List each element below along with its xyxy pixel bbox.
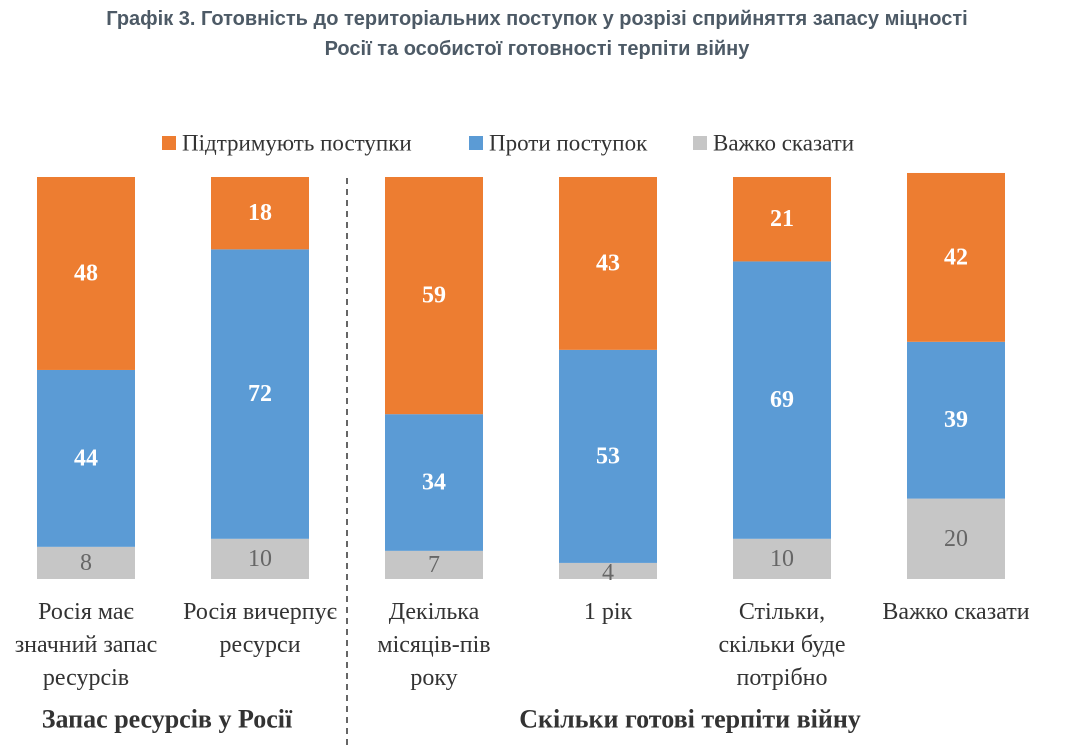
bar-support-4	[733, 177, 831, 262]
category-label-5-0: Важко сказати	[882, 599, 1029, 625]
data-label-unsure-4: 10	[770, 546, 794, 572]
data-label-against-2: 34	[422, 470, 446, 496]
bar-against-0	[37, 369, 135, 547]
category-label-4-1: скільки буде	[718, 632, 845, 658]
data-label-unsure-0: 8	[80, 550, 92, 576]
bar-support-2	[385, 177, 483, 415]
legend-swatch-support	[162, 136, 176, 150]
data-label-against-0: 44	[74, 445, 98, 471]
data-label-unsure-3: 4	[602, 560, 614, 586]
group-label-1: Скільки готові терпіти війну	[519, 705, 861, 734]
data-label-against-1: 72	[248, 381, 272, 407]
bar-unsure-0	[37, 546, 135, 579]
category-label-1-1: ресурси	[219, 632, 300, 658]
bar-support-0	[37, 177, 135, 370]
legend-swatch-unsure	[693, 136, 707, 150]
bar-support-3	[559, 177, 657, 350]
bar-against-1	[211, 249, 309, 539]
category-label-4-0: Стільки,	[739, 599, 825, 625]
data-label-support-4: 21	[770, 206, 794, 232]
bar-against-3	[559, 349, 657, 563]
data-label-unsure-5: 20	[944, 526, 968, 552]
chart-title-line-2: Росії та особистої готовності терпіти ві…	[324, 38, 750, 60]
data-label-support-0: 48	[74, 260, 98, 286]
category-label-0-0: Росія має	[38, 599, 134, 625]
bar-against-2	[385, 414, 483, 551]
category-label-0-2: ресурсів	[43, 665, 129, 691]
data-label-against-5: 39	[944, 407, 968, 433]
legend-swatch-against	[469, 136, 483, 150]
bar-support-5	[907, 172, 1005, 342]
data-label-unsure-2: 7	[428, 552, 440, 578]
chart-title-line-1: Графік 3. Готовність до територіальних п…	[106, 8, 968, 30]
category-label-1-0: Росія вичерпує	[183, 599, 337, 625]
data-label-support-1: 18	[248, 200, 272, 226]
legend-label-unsure: Важко сказати	[713, 131, 854, 156]
bar-unsure-1	[211, 538, 309, 579]
group-label-0: Запас ресурсів у Росії	[42, 705, 293, 734]
data-label-support-3: 43	[596, 250, 620, 276]
bar-against-5	[907, 341, 1005, 499]
category-label-2-1: місяців-пів	[377, 632, 490, 658]
data-label-support-5: 42	[944, 244, 968, 270]
legend-label-support: Підтримують поступки	[182, 131, 412, 156]
bar-unsure-3	[559, 562, 657, 579]
category-label-2-0: Декілька	[389, 599, 480, 625]
data-label-against-3: 53	[596, 443, 620, 469]
category-label-2-2: року	[410, 665, 457, 691]
data-label-support-2: 59	[422, 283, 446, 309]
category-label-3-0: 1 рік	[584, 599, 633, 625]
category-label-4-2: потрібно	[736, 665, 827, 691]
bar-support-1	[211, 177, 309, 250]
category-label-0-1: значний запас	[15, 632, 158, 658]
bar-unsure-4	[733, 538, 831, 579]
bar-unsure-5	[907, 498, 1005, 579]
data-label-against-4: 69	[770, 387, 794, 413]
bar-against-4	[733, 261, 831, 539]
bar-unsure-2	[385, 550, 483, 579]
data-label-unsure-1: 10	[248, 546, 272, 572]
legend-label-against: Проти поступок	[489, 131, 648, 156]
